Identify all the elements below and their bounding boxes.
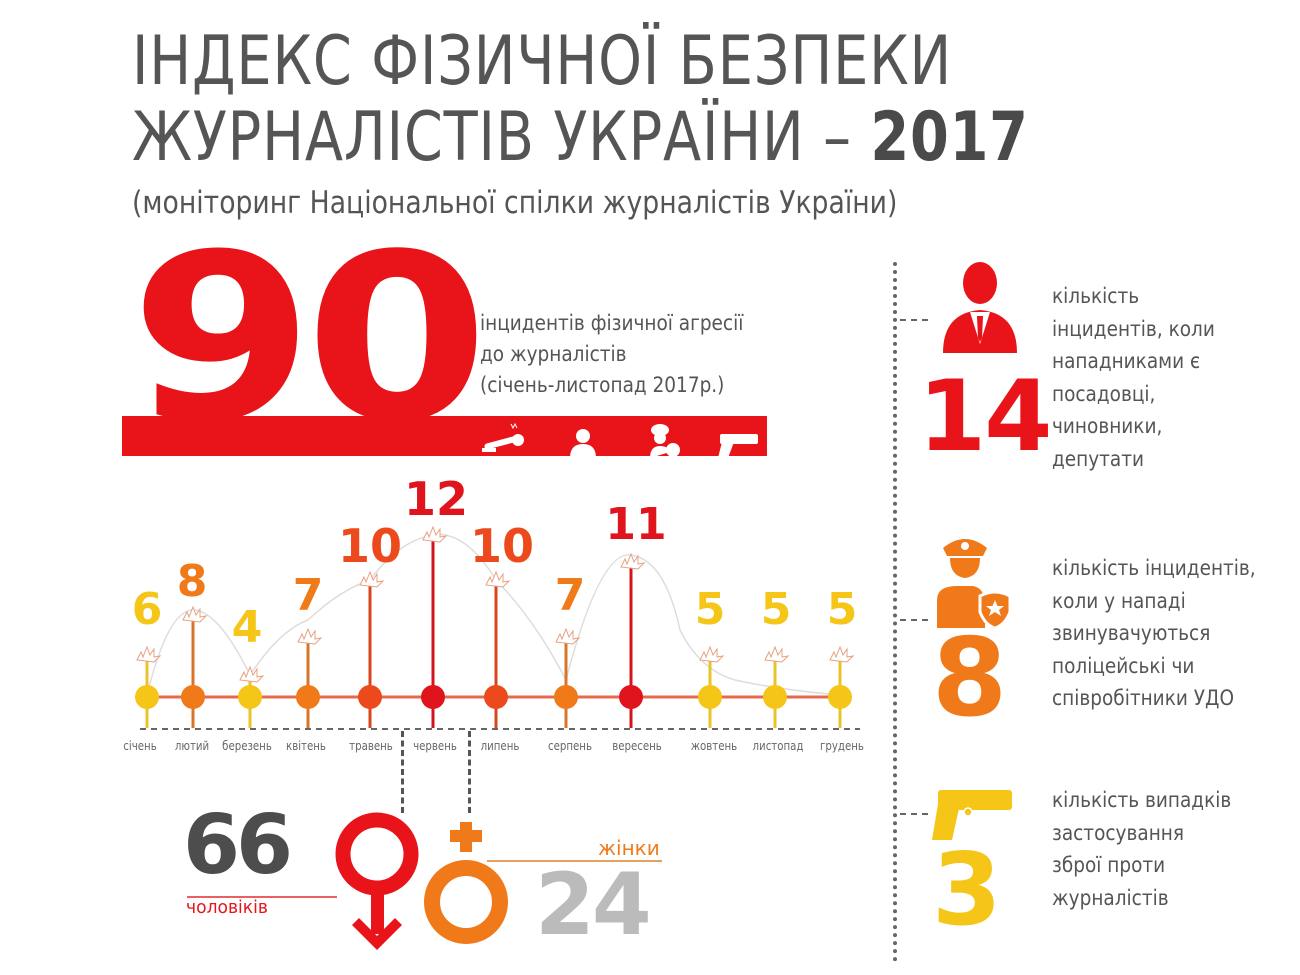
- value-oct: 5: [694, 584, 726, 635]
- month-label-aug: серпень: [548, 739, 592, 753]
- guns-line-2: застосування: [1052, 820, 1184, 845]
- title-line-2: ЖУРНАЛІСТІВ УКРАЇНИ – 2017: [132, 98, 1029, 177]
- guns-description: кількість випадків застосування зброї пр…: [1052, 784, 1231, 914]
- total-bar-icons: [482, 422, 758, 458]
- men-value: 66: [183, 798, 293, 893]
- gun-icon: [932, 790, 1012, 840]
- total-value: 90: [130, 206, 489, 473]
- police-line-3: звинувачуються: [1052, 621, 1211, 645]
- value-mar: 4: [231, 602, 263, 653]
- women-value: 24: [535, 855, 652, 955]
- burst-icons: [136, 525, 855, 683]
- women-label: жінки: [598, 836, 660, 860]
- women-underline: [487, 860, 662, 862]
- total-desc-line-1: інцидентів фізичної агресії: [480, 311, 744, 335]
- official-icon: [943, 262, 1017, 353]
- connector-officials: [900, 319, 928, 321]
- officials-value: 14: [918, 360, 1052, 474]
- officials-line-2: інцидентів, коли: [1052, 316, 1215, 341]
- connector-police: [900, 619, 928, 621]
- police-line-5: співробітники УДО: [1052, 686, 1234, 710]
- male-symbol-icon: [335, 812, 419, 950]
- police-icon: [937, 539, 1012, 630]
- month-label-jan: січень: [123, 739, 157, 753]
- police-description: кількість інцидентів, коли у нападі звин…: [1052, 552, 1256, 715]
- month-label-sep: вересень: [612, 739, 662, 753]
- value-apr: 7: [292, 570, 324, 621]
- month-dots: [135, 685, 852, 709]
- value-feb: 8: [176, 556, 208, 607]
- total-description: інцидентів фізичної агресії до журналіст…: [480, 308, 743, 401]
- men-label: чоловіків: [186, 897, 268, 918]
- right-panel-divider: [893, 262, 897, 962]
- victim-icon: [482, 422, 524, 452]
- gun-icon: [718, 434, 758, 458]
- police-line-1: кількість інцидентів,: [1052, 556, 1256, 580]
- value-jan: 6: [131, 584, 163, 635]
- men-connector: [401, 731, 404, 813]
- month-label-feb: лютий: [174, 739, 210, 753]
- value-may: 10: [337, 519, 403, 573]
- police-value: 8: [932, 616, 1008, 741]
- officials-line-4: посадовці,: [1052, 381, 1156, 406]
- title-year: 2017: [870, 98, 1029, 177]
- month-label-dec: грудень: [820, 739, 864, 753]
- month-label-may: травень: [349, 739, 393, 753]
- month-label-nov: листопад: [752, 739, 804, 753]
- title-line-2-text: ЖУРНАЛІСТІВ УКРАЇНИ –: [132, 98, 852, 177]
- women-connector: [468, 731, 471, 813]
- guns-value: 3: [932, 831, 1002, 948]
- men-underline: [187, 896, 337, 898]
- trend-curve: [146, 533, 841, 696]
- officials-description: кількість інцидентів, коли нападниками є…: [1052, 280, 1215, 475]
- guns-line-4: журналістів: [1052, 885, 1169, 910]
- value-jun: 12: [403, 472, 469, 526]
- month-label-jul: липень: [480, 739, 520, 753]
- month-label-oct: жовтень: [690, 739, 738, 753]
- value-nov: 5: [760, 584, 792, 635]
- guns-line-1: кількість випадків: [1052, 788, 1232, 812]
- guns-line-3: зброї проти: [1052, 853, 1166, 877]
- month-label-mar: березень: [222, 739, 272, 753]
- total-desc-line-3: (січень-листопад 2017р.): [480, 373, 725, 397]
- officials-line-1: кількість: [1052, 284, 1140, 308]
- police-icon: [650, 424, 680, 458]
- value-jul: 10: [469, 519, 535, 573]
- connector-guns: [900, 813, 928, 815]
- police-line-2: коли у нападі: [1052, 588, 1186, 613]
- female-symbol-icon: [424, 822, 508, 944]
- officials-line-3: нападниками є: [1052, 349, 1201, 373]
- month-label-jun: червень: [413, 739, 457, 753]
- value-dec: 5: [826, 584, 858, 635]
- police-line-4: поліцейські чи: [1052, 653, 1195, 678]
- officials-line-5: чиновники,: [1052, 414, 1163, 438]
- official-icon: [570, 429, 596, 458]
- subtitle: (моніторинг Національної спілки журналіс…: [132, 185, 898, 221]
- value-sep: 11: [605, 499, 667, 550]
- title-line-1: ІНДЕКС ФІЗИЧНОЇ БЕЗПЕКИ: [132, 22, 953, 101]
- value-aug: 7: [554, 570, 586, 621]
- monthly-chart: [135, 525, 860, 730]
- officials-line-6: депутати: [1052, 446, 1145, 471]
- total-desc-line-2: до журналістів: [480, 342, 627, 366]
- month-label-apr: квітень: [286, 739, 326, 753]
